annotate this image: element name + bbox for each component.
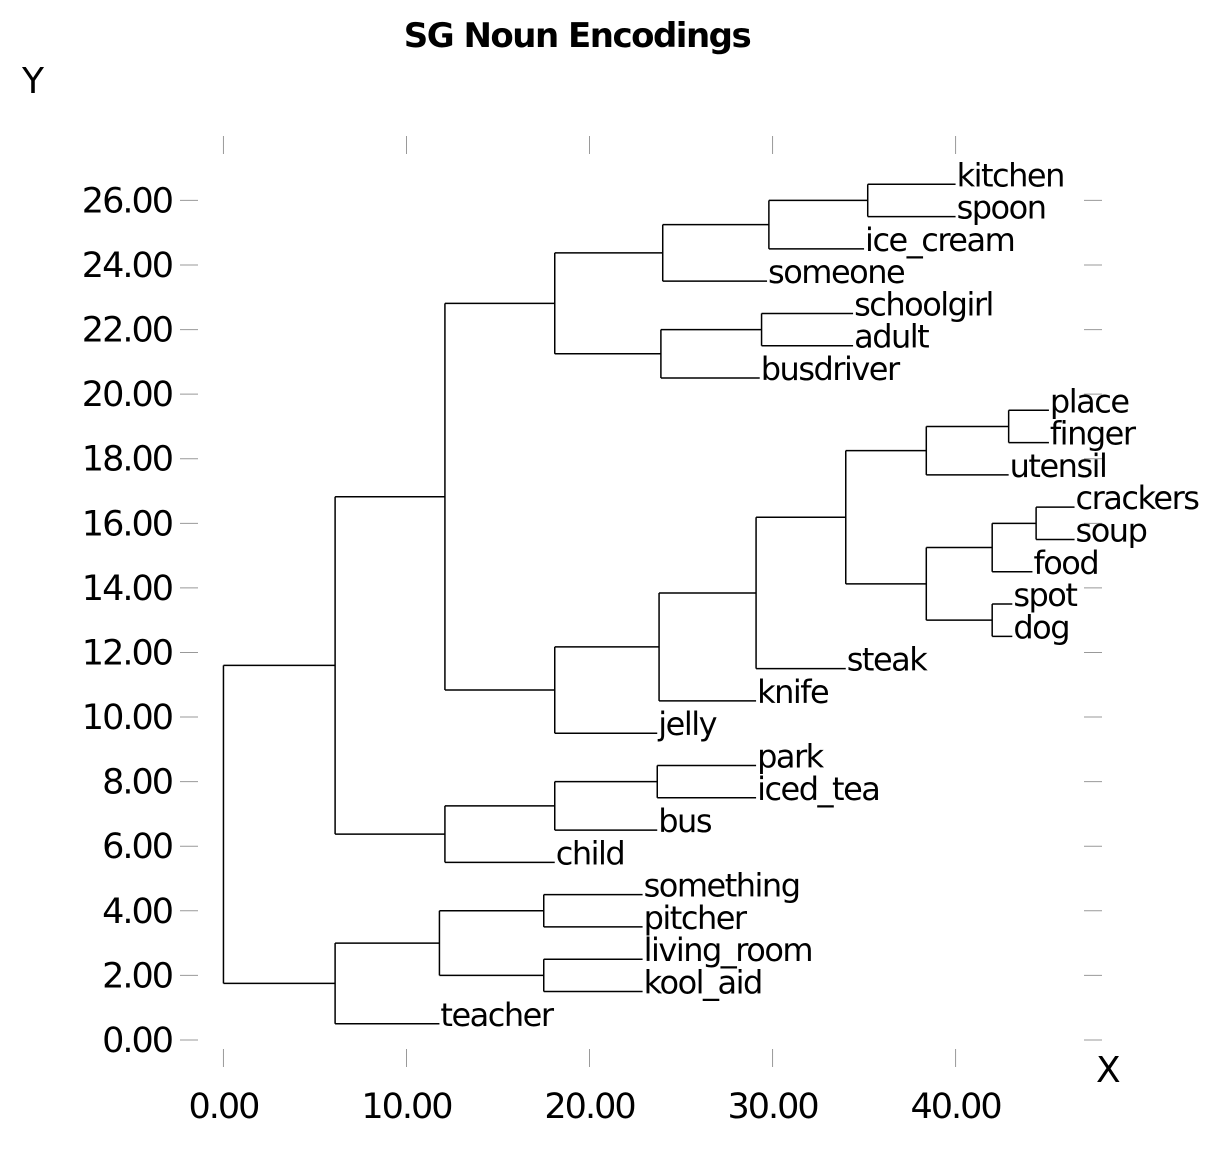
leaf-label: spot — [1013, 576, 1077, 614]
leaf-label: jelly — [657, 705, 716, 743]
leaf-label: someone — [768, 253, 904, 291]
y-tick-label: 2.00 — [102, 956, 172, 996]
leaf-label: finger — [1050, 415, 1137, 453]
leaf-label: utensil — [1010, 447, 1107, 485]
leaf-label: park — [757, 737, 825, 775]
leaf-label: busdriver — [761, 350, 901, 388]
y-tick-label: 10.00 — [82, 698, 172, 738]
leaf-label: food — [1033, 544, 1098, 582]
dendrogram-tree — [222, 183, 1075, 1025]
leaf-label: living_room — [644, 931, 812, 969]
leaf-label: crackers — [1076, 479, 1200, 517]
y-tick-label: 14.00 — [82, 569, 172, 609]
leaf-label: knife — [757, 673, 828, 711]
leaf-label: kitchen — [957, 156, 1064, 194]
leaf-label: schoolgirl — [854, 285, 993, 323]
leaf-label: spoon — [957, 189, 1046, 227]
y-tick-label: 12.00 — [82, 633, 172, 673]
leaf-label: kool_aid — [644, 964, 762, 1002]
leaf-label: child — [556, 834, 624, 872]
y-axis-label: Y — [21, 61, 45, 102]
leaf-label: place — [1050, 382, 1129, 420]
x-tick-label: 30.00 — [727, 1087, 817, 1127]
leaf-label: teacher — [440, 996, 554, 1034]
leaf-labels: kitchenspoonice_creamsomeoneschoolgirlad… — [440, 156, 1200, 1034]
leaf-label: pitcher — [644, 899, 748, 937]
x-tick-label: 20.00 — [544, 1087, 634, 1127]
leaf-label: dog — [1013, 608, 1069, 646]
leaf-label: something — [644, 867, 800, 905]
x-tick-label: 0.00 — [188, 1087, 258, 1127]
y-tick-label: 6.00 — [102, 827, 172, 867]
y-tick-label: 18.00 — [82, 440, 172, 480]
x-axis: 0.00 10.00 20.00 30.00 40.00 — [188, 136, 1003, 1127]
y-tick-label: 22.00 — [82, 311, 172, 351]
leaf-label: iced_tea — [757, 770, 879, 808]
y-tick-label: 20.00 — [82, 375, 172, 415]
leaf-label: bus — [658, 802, 712, 840]
leaf-label: soup — [1076, 511, 1147, 549]
leaf-label: steak — [847, 641, 929, 679]
y-tick-label: 24.00 — [82, 246, 172, 286]
x-tick-label: 40.00 — [910, 1087, 1000, 1127]
leaf-label: adult — [854, 318, 929, 356]
y-axis: 0.00 2.00 4.00 6.00 8.00 10.00 12.00 14.00 16.00… — [82, 181, 1102, 1061]
x-axis-label: X — [1096, 1050, 1121, 1091]
y-tick-label: 8.00 — [102, 763, 172, 803]
y-tick-label: 26.00 — [82, 181, 172, 221]
y-tick-label: 0.00 — [102, 1021, 172, 1061]
y-tick-label: 4.00 — [102, 892, 172, 932]
chart-title: SG Noun Encodings — [404, 16, 751, 56]
y-tick-label: 16.00 — [82, 504, 172, 544]
leaf-label: ice_cream — [865, 221, 1014, 259]
x-tick-label: 10.00 — [361, 1087, 451, 1127]
